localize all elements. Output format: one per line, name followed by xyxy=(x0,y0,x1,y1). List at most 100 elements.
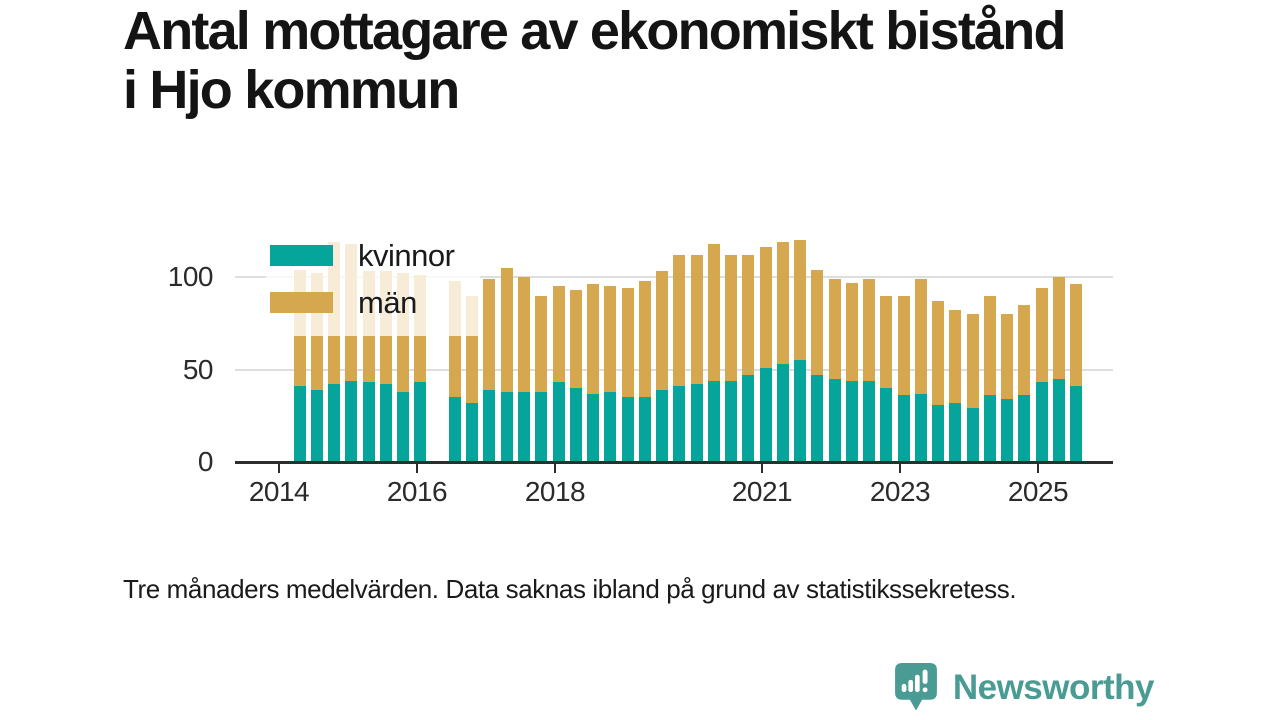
bar-2017-Q3-kvinnor xyxy=(518,391,530,462)
x-tick-2023 xyxy=(899,464,901,473)
bar-2019-Q3-man xyxy=(656,271,668,390)
newsworthy-logo-icon xyxy=(894,663,937,711)
bar-2019-Q2-man xyxy=(638,280,651,398)
branding: Newsworthy xyxy=(894,663,1155,713)
bar-2016-Q4-kvinnor xyxy=(466,402,479,462)
bar-2024-Q2-man xyxy=(983,295,996,396)
bar-2020-Q1-kvinnor xyxy=(690,384,703,462)
y-tick-label-100: 100 xyxy=(167,261,214,292)
bar-2022-Q2-man xyxy=(845,282,858,381)
x-tick-label-2014: 2014 xyxy=(248,476,310,507)
chart-legend: kvinnor män xyxy=(266,234,480,336)
bar-2020-Q3-man xyxy=(725,254,737,381)
bar-2019-Q4-man xyxy=(673,254,686,387)
bar-2020-Q4-kvinnor xyxy=(742,375,755,462)
bar-2019-Q1-man xyxy=(621,288,634,398)
bar-2020-Q1-man xyxy=(690,254,703,385)
bar-2018-Q2-kvinnor xyxy=(569,388,582,462)
bar-2017-Q4-man xyxy=(535,295,548,392)
bar-2017-Q4-kvinnor xyxy=(535,391,548,462)
bar-2021-Q4-kvinnor xyxy=(811,375,824,462)
bar-2022-Q4-kvinnor xyxy=(880,388,893,462)
legend-row-man: män xyxy=(270,285,480,320)
bar-2018-Q4-kvinnor xyxy=(604,391,617,462)
bar-2024-Q1-kvinnor xyxy=(966,408,979,462)
bar-2015-Q2-kvinnor xyxy=(362,382,375,462)
bar-2023-Q3-man xyxy=(932,301,944,405)
x-axis-line xyxy=(235,461,1113,464)
bar-2024-Q4-kvinnor xyxy=(1018,395,1031,462)
bar-2022-Q1-man xyxy=(828,278,841,379)
bar-2025-Q2-man xyxy=(1052,277,1065,379)
bar-2014-Q2-kvinnor xyxy=(293,386,306,462)
bar-2019-Q2-kvinnor xyxy=(638,397,651,462)
bar-2018-Q3-kvinnor xyxy=(587,393,599,462)
bar-2022-Q1-kvinnor xyxy=(828,378,841,462)
bar-2018-Q1-man xyxy=(552,286,565,383)
x-tick-2025 xyxy=(1037,464,1039,473)
bar-2021-Q3-man xyxy=(794,240,806,361)
bar-2018-Q2-man xyxy=(569,289,582,388)
bar-2024-Q3-man xyxy=(1001,314,1013,400)
x-tick-label-2018: 2018 xyxy=(524,476,586,507)
bar-2022-Q2-kvinnor xyxy=(845,380,858,462)
x-tick-2016 xyxy=(416,464,418,473)
bar-2019-Q1-kvinnor xyxy=(621,397,634,462)
bar-2017-Q2-man xyxy=(500,267,513,392)
bar-2022-Q3-kvinnor xyxy=(863,380,875,462)
x-tick-label-2025: 2025 xyxy=(1007,476,1069,507)
bar-2024-Q1-man xyxy=(966,314,979,409)
bar-2021-Q2-kvinnor xyxy=(776,363,789,462)
bar-2024-Q2-kvinnor xyxy=(983,395,996,462)
bar-2017-Q1-kvinnor xyxy=(483,389,496,462)
bar-2014-Q3-kvinnor xyxy=(310,389,323,462)
x-tick-2021 xyxy=(761,464,763,473)
bar-2019-Q4-kvinnor xyxy=(673,386,686,462)
bar-2023-Q3-kvinnor xyxy=(932,404,944,462)
bar-2020-Q3-kvinnor xyxy=(725,380,737,462)
bar-2019-Q3-kvinnor xyxy=(656,389,668,462)
bar-2025-Q3-kvinnor xyxy=(1070,386,1082,462)
y-tick-label-0: 0 xyxy=(197,446,214,477)
bar-2018-Q1-kvinnor xyxy=(552,382,565,462)
bar-2020-Q4-man xyxy=(742,254,755,376)
bar-2018-Q3-man xyxy=(587,284,599,394)
bar-2025-Q1-man xyxy=(1035,288,1048,383)
x-tick-2018 xyxy=(554,464,556,473)
legend-swatch-kvinnor xyxy=(270,245,333,266)
bar-2024-Q4-man xyxy=(1018,304,1031,396)
bar-2021-Q1-man xyxy=(759,247,772,368)
bar-2015-Q1-kvinnor xyxy=(345,380,358,462)
bar-2024-Q3-kvinnor xyxy=(1001,399,1013,462)
bar-2017-Q2-kvinnor xyxy=(500,391,513,462)
bar-2017-Q3-man xyxy=(518,277,530,392)
bar-2020-Q2-man xyxy=(707,243,720,381)
bar-2021-Q3-kvinnor xyxy=(794,360,806,462)
legend-swatch-man xyxy=(270,292,333,313)
bar-2020-Q2-kvinnor xyxy=(707,380,720,462)
bar-2018-Q4-man xyxy=(604,286,617,392)
bar-2021-Q4-man xyxy=(811,269,824,376)
bar-2014-Q4-kvinnor xyxy=(328,384,341,462)
bar-2023-Q2-kvinnor xyxy=(914,393,927,462)
title-line-2: i Hjo kommun xyxy=(123,60,460,120)
page-title: Antal mottagare av ekonomiskt bistånd i … xyxy=(123,1,1066,120)
y-tick-label-50: 50 xyxy=(182,353,214,385)
bar-2023-Q2-man xyxy=(914,278,927,394)
title-line-1: Antal mottagare av ekonomiskt bistånd xyxy=(123,1,1066,61)
legend-label-kvinnor: kvinnor xyxy=(358,237,455,273)
bar-2023-Q1-kvinnor xyxy=(897,395,910,462)
bar-2023-Q1-man xyxy=(897,295,910,396)
bar-2025-Q3-man xyxy=(1070,284,1082,387)
x-tick-label-2016: 2016 xyxy=(386,476,448,507)
legend-row-kvinnor: kvinnor xyxy=(270,238,480,273)
bar-2016-Q3-kvinnor xyxy=(448,397,461,462)
bar-2017-Q1-man xyxy=(483,278,496,390)
bar-2025-Q2-kvinnor xyxy=(1052,378,1065,462)
bar-2025-Q1-kvinnor xyxy=(1035,382,1048,462)
chart-footnote: Tre månaders medelvärden. Data saknas ib… xyxy=(123,574,1017,604)
bar-2021-Q1-kvinnor xyxy=(759,367,772,462)
x-tick-2014 xyxy=(278,464,280,473)
bar-2021-Q2-man xyxy=(776,241,789,364)
